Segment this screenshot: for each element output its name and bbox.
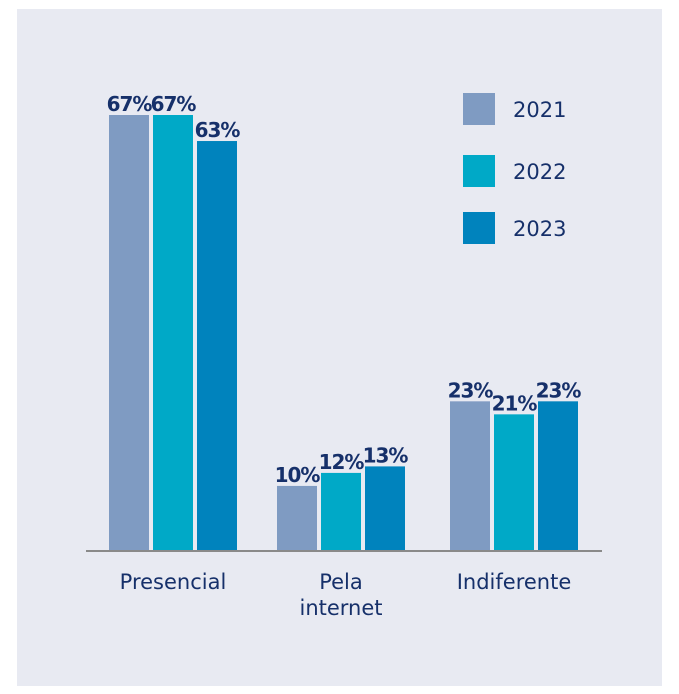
legend-label-2022: 2022 (513, 160, 566, 184)
bar-2022-1 (321, 472, 361, 551)
bar-2023-2 (538, 401, 578, 551)
data-label-2022-2: 21% (492, 391, 538, 415)
data-label-2021-0: 67% (107, 92, 153, 116)
bar-2021-2 (450, 401, 490, 551)
data-label-2022-1: 12% (319, 450, 365, 474)
data-label-2021-1: 10% (275, 463, 321, 487)
category-label-2: Indiferente (457, 570, 572, 594)
bar-2023-0 (197, 141, 237, 551)
data-labels-group: 67% 67%63%10%12% 13%23%21%23% (107, 92, 583, 487)
legend-swatch-2023 (463, 212, 495, 244)
data-label-2022-0: 67% (151, 92, 197, 116)
bar-2023-1 (365, 466, 405, 551)
category-label-line: internet (299, 596, 382, 620)
data-label-2021-2: 23% (448, 378, 494, 402)
category-label-line: Pela (319, 570, 363, 594)
data-label-2023-1: 13% (363, 443, 409, 467)
legend-label-2021: 2021 (513, 98, 566, 122)
bar-2021-0 (109, 115, 149, 551)
data-label-2023-2: 23% (536, 378, 582, 402)
legend-label-2023: 2023 (513, 217, 566, 241)
legend-swatch-2022 (463, 155, 495, 187)
category-label-1: Pela internet (299, 570, 382, 620)
bar-2021-1 (277, 485, 317, 551)
category-label-line: Presencial (120, 570, 227, 594)
data-label-2023-0: 63% (195, 118, 241, 142)
bars-group (109, 115, 578, 551)
category-label-0: Presencial (120, 570, 227, 594)
category-labels-group: Presencial Pela internet Indiferente (120, 570, 572, 620)
category-label-line: Indiferente (457, 570, 572, 594)
bar-2022-2 (494, 414, 534, 551)
bar-2022-0 (153, 115, 193, 551)
legend: 2021 2022 2023 (463, 93, 566, 244)
legend-swatch-2021 (463, 93, 495, 125)
